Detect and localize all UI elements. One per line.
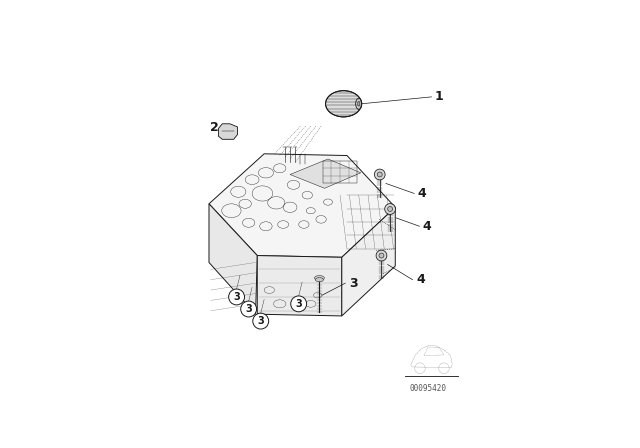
Circle shape [385,203,396,215]
Bar [323,161,357,183]
Text: 1: 1 [435,90,444,103]
Circle shape [388,207,392,211]
Ellipse shape [316,278,323,282]
Ellipse shape [358,102,360,106]
Circle shape [291,296,307,312]
Circle shape [241,301,257,317]
Text: 3: 3 [257,316,264,326]
Circle shape [228,289,244,305]
Polygon shape [209,204,257,314]
Polygon shape [218,124,237,139]
Circle shape [376,250,387,261]
Ellipse shape [356,98,362,109]
Polygon shape [257,255,342,316]
Text: 3: 3 [233,292,240,302]
Circle shape [377,172,382,177]
Circle shape [253,313,269,329]
Text: 4: 4 [416,273,425,286]
Ellipse shape [314,276,324,280]
Polygon shape [290,159,361,188]
Text: 3: 3 [349,277,357,290]
Circle shape [379,253,384,258]
Text: 3: 3 [245,304,252,314]
Text: 2: 2 [210,121,218,134]
Text: 3: 3 [295,299,302,309]
Polygon shape [209,154,396,257]
Circle shape [374,169,385,180]
Text: 00095420: 00095420 [410,383,447,392]
Text: 4: 4 [423,220,431,233]
Polygon shape [342,207,396,316]
Ellipse shape [326,90,362,117]
Text: 4: 4 [418,187,426,200]
